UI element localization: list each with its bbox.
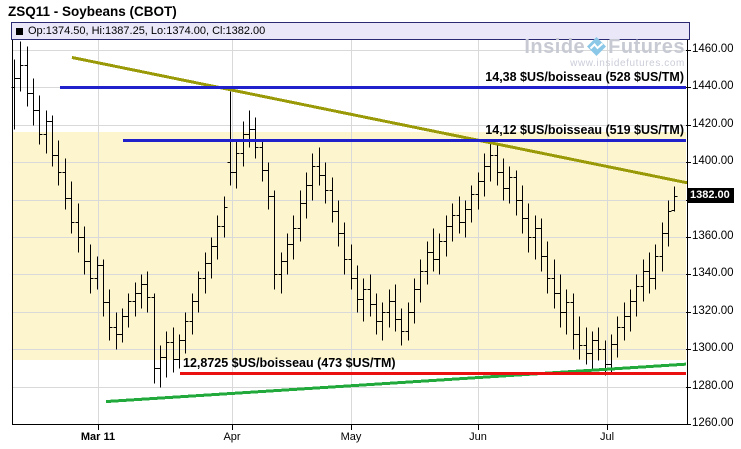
x-axis-tick xyxy=(607,425,608,430)
x-axis-tick xyxy=(478,425,479,430)
y-axis-tick xyxy=(686,237,691,238)
y-axis-tick xyxy=(686,349,691,350)
y-axis-label: 1340.00 xyxy=(692,267,734,279)
y-axis-label: 1420.00 xyxy=(692,118,734,130)
y-axis-tick xyxy=(686,162,691,163)
y-axis-label: 1300.00 xyxy=(692,342,734,354)
y-axis-tick xyxy=(686,50,691,51)
y-axis-label: 1360.00 xyxy=(692,230,734,242)
y-axis-label: 1320.00 xyxy=(692,305,734,317)
y-axis-label: 1260.00 xyxy=(692,417,734,429)
series-marker-icon xyxy=(16,27,23,35)
ohlc-info-bar: Op:1374.50, Hi:1387.25, Lo:1374.00, Cl:1… xyxy=(11,22,690,40)
x-axis-label: Apr xyxy=(223,431,241,443)
y-axis-tick xyxy=(686,87,691,88)
level-label: 14,12 $US/boisseau (519 $US/TM) xyxy=(485,122,684,137)
x-axis-label: Jul xyxy=(599,431,615,443)
x-axis-tick xyxy=(98,425,99,430)
level-label: 14,38 $US/boisseau (528 $US/TM) xyxy=(485,69,684,84)
last-price-tag: 1382.00 xyxy=(687,188,734,203)
y-axis-tick xyxy=(686,125,691,126)
y-axis-tick xyxy=(686,274,691,275)
y-axis-tick xyxy=(686,312,691,313)
y-axis-tick xyxy=(686,387,691,388)
y-axis-label: 1400.00 xyxy=(692,155,734,167)
y-axis-label: 1460.00 xyxy=(692,43,734,55)
x-axis-tick xyxy=(232,425,233,430)
chart-title: ZSQ11 - Soybeans (CBOT) xyxy=(8,4,177,19)
x-axis-tick xyxy=(351,425,352,430)
y-axis-tick xyxy=(686,424,691,425)
x-axis-label: May xyxy=(340,431,362,443)
y-axis-label: 1280.00 xyxy=(692,380,734,392)
level-label: 12,8725 $US/boisseau (473 $US/TM) xyxy=(183,355,396,370)
x-axis-label: Mar 11 xyxy=(80,431,116,443)
ohlc-info-text: Op:1374.50, Hi:1387.25, Lo:1374.00, Cl:1… xyxy=(28,25,266,37)
x-axis-label: Jun xyxy=(469,431,487,443)
y-axis-label: 1440.00 xyxy=(692,80,734,92)
